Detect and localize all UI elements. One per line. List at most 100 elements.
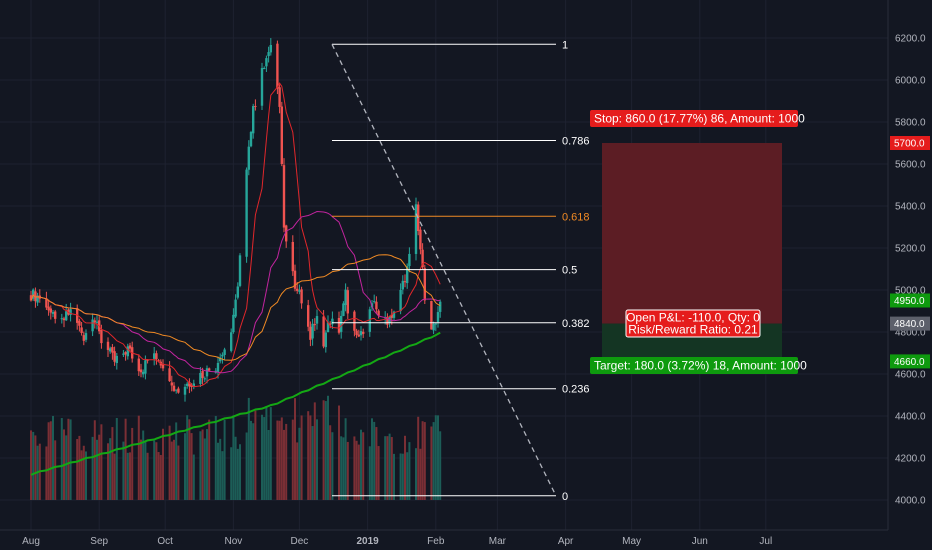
candle-body — [80, 327, 83, 334]
price-tag[interactable] — [890, 293, 930, 308]
candle-body — [434, 323, 437, 325]
price-tag[interactable] — [890, 354, 930, 369]
candle-body — [282, 165, 286, 228]
candle-body — [401, 280, 404, 290]
volume-bar — [203, 438, 206, 500]
price-tick-label: 4000.0 — [895, 496, 926, 507]
volume-bar — [124, 418, 127, 500]
price-tick-label: 4400.0 — [895, 412, 926, 423]
volume-bar — [91, 436, 94, 500]
candle-body — [65, 311, 68, 321]
candle-body — [403, 281, 407, 283]
volume-bar — [430, 426, 433, 500]
price-tag-label: 4950.0 — [894, 296, 925, 307]
candle-body — [315, 316, 319, 324]
candle-body — [142, 371, 145, 375]
volume-bar — [329, 425, 332, 500]
volume-bar — [368, 446, 371, 500]
candle-body — [355, 330, 358, 335]
volume-bar — [377, 446, 380, 500]
volume-bar — [388, 433, 391, 500]
price-tag[interactable] — [890, 316, 930, 331]
volume-bar — [223, 419, 226, 500]
candle-body — [322, 316, 325, 347]
volume-bar — [313, 402, 316, 500]
volume-bar — [278, 420, 281, 500]
volume-bar — [283, 429, 285, 500]
volume-bar — [230, 447, 233, 500]
candle-body — [69, 309, 72, 316]
volume-bar — [371, 418, 373, 500]
fibonacci-retracement[interactable]: 1 0.786 0.618 0.5 0.382 0.236 0 — [331, 39, 590, 503]
volume-bar — [357, 444, 360, 500]
volume-bar — [168, 425, 171, 500]
fib-level-label: 0.618 — [562, 211, 590, 223]
volume-bar — [217, 442, 219, 500]
volume-bar — [32, 431, 35, 500]
price-tick-label: 4200.0 — [895, 454, 926, 465]
pnl-label-box[interactable] — [625, 309, 761, 338]
volume-bar — [30, 430, 32, 500]
fib-level-label: 0.382 — [562, 318, 590, 330]
candle-body — [124, 352, 127, 355]
volume-bar — [146, 452, 149, 500]
time-tick-label: Oct — [157, 536, 173, 547]
candle-body — [230, 332, 233, 351]
candle-body — [368, 309, 371, 332]
candle-body — [95, 321, 99, 323]
candle-body — [45, 298, 48, 308]
volume-bar — [69, 419, 72, 500]
volume-bar — [122, 441, 125, 500]
candle-body — [128, 345, 132, 349]
candle-body — [190, 385, 193, 387]
volume-bar — [300, 415, 303, 500]
candle-body — [155, 353, 158, 360]
fib-level-label: 0.5 — [562, 265, 577, 277]
candle-body — [291, 241, 294, 272]
volume-bar — [142, 430, 145, 500]
volume-bar — [265, 406, 268, 500]
candle-body — [359, 331, 363, 336]
position-labels[interactable]: Stop: 860.0 (17.77%) 86, Amount: 1000 Ta… — [590, 110, 807, 374]
candle-body — [329, 323, 332, 325]
volume-bar — [437, 415, 439, 500]
volume-bar — [421, 421, 424, 500]
stop-zone[interactable] — [602, 143, 782, 324]
stop-label-box[interactable] — [590, 110, 798, 127]
price-candles — [29, 38, 442, 402]
candle-body — [324, 332, 327, 348]
volume-bar — [316, 419, 318, 500]
candle-body — [177, 388, 180, 393]
volume-bar — [129, 452, 131, 500]
candle-body — [91, 319, 94, 332]
candle-body — [126, 346, 129, 357]
target-label-box[interactable] — [590, 357, 798, 374]
price-tag[interactable] — [890, 136, 930, 150]
volume-bar — [107, 443, 109, 500]
volume-bar — [109, 438, 112, 500]
target-label: Target: 180.0 (3.72%) 18, Amount: 1000 — [594, 359, 807, 373]
candle-body — [205, 368, 209, 377]
volume-bar — [80, 450, 83, 500]
candle-body — [51, 312, 55, 314]
candle-body — [34, 291, 37, 302]
volume-bar — [162, 428, 164, 500]
candle-body — [84, 333, 88, 340]
fib-trend-line[interactable] — [331, 44, 557, 497]
time-axis[interactable]: Aug Sep Oct Nov Dec 2019 Feb Mar Apr May Jun Jul — [0, 529, 888, 547]
candle-body — [54, 311, 57, 319]
price-axis[interactable]: 6200.0 6000.0 5800.0 5600.0 5400.0 5200.0 5000… — [887, 0, 930, 530]
volume-bar — [201, 429, 204, 500]
volume-bar — [362, 432, 365, 500]
volume-bar — [276, 420, 279, 500]
time-tick-label: Feb — [427, 536, 445, 547]
volume-bar — [415, 448, 417, 500]
price-tag-label: 4660.0 — [894, 357, 925, 368]
candle-body — [236, 286, 239, 298]
candle-body — [139, 369, 143, 373]
volume-bar — [393, 453, 395, 500]
candle-body — [216, 362, 220, 373]
volume-bar — [269, 407, 272, 500]
price-tag-label: 4840.0 — [894, 319, 925, 330]
